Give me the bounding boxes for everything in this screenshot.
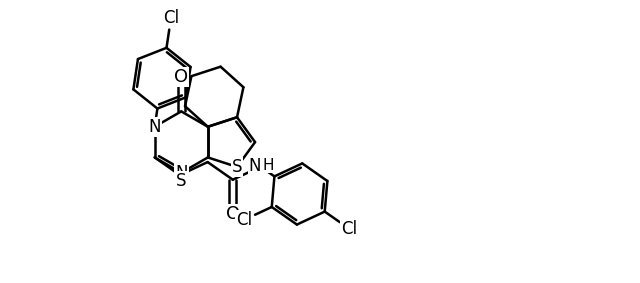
Text: O: O bbox=[174, 68, 188, 86]
Text: S: S bbox=[176, 172, 186, 190]
Text: Cl: Cl bbox=[236, 211, 252, 229]
Text: S: S bbox=[232, 158, 243, 176]
Text: H: H bbox=[262, 158, 274, 173]
Text: Cl: Cl bbox=[341, 220, 358, 238]
Text: N: N bbox=[175, 164, 188, 182]
Text: N: N bbox=[148, 118, 161, 136]
Text: N: N bbox=[248, 156, 261, 175]
Text: Cl: Cl bbox=[163, 9, 179, 27]
Text: O: O bbox=[226, 205, 240, 223]
